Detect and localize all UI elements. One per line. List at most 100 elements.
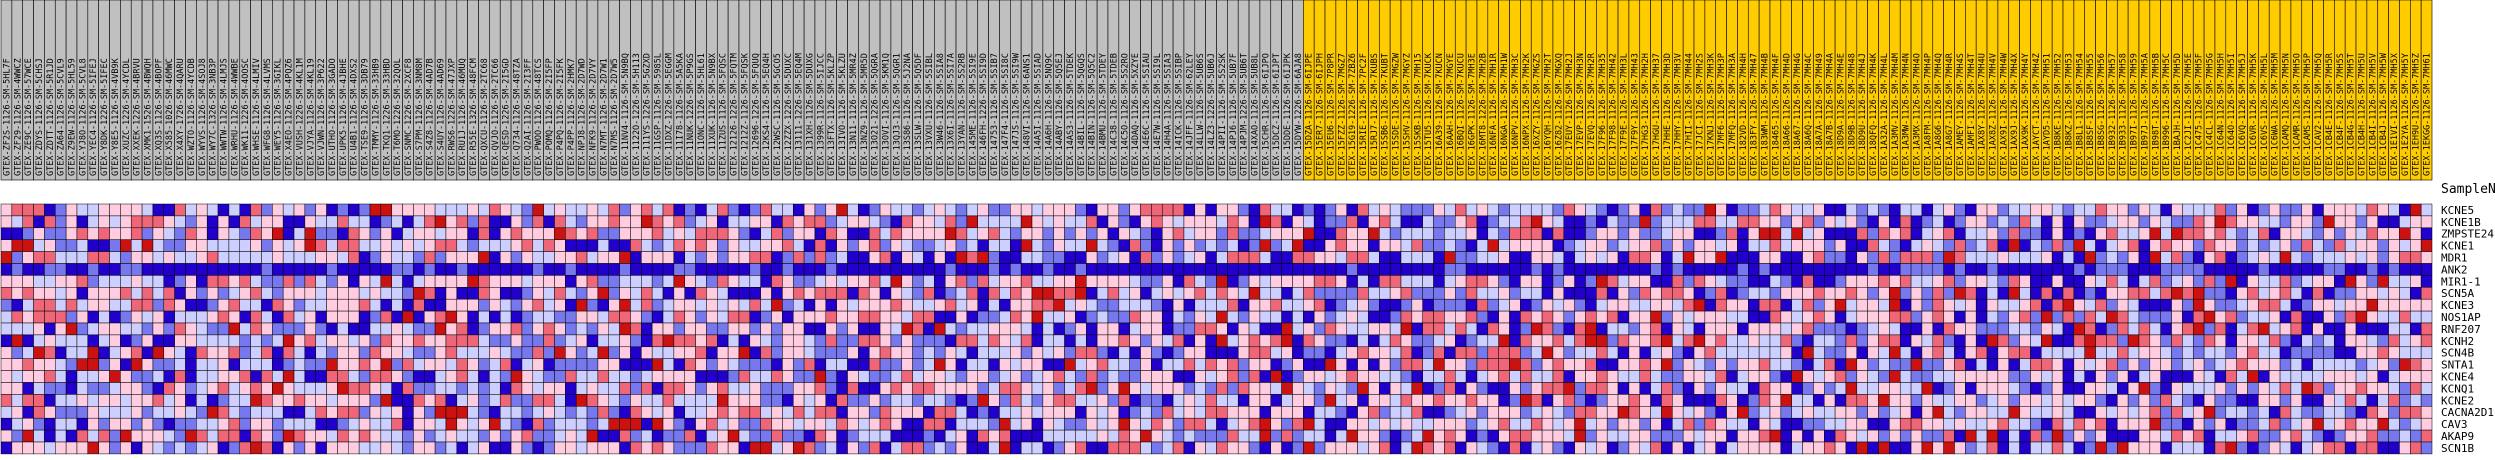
heatmap-cell (1802, 346, 1814, 359)
heatmap-cell (293, 251, 306, 264)
heatmap-cell (586, 417, 599, 431)
heatmap-cell (130, 322, 143, 336)
heatmap-cell (847, 215, 859, 229)
heatmap-cell (217, 346, 230, 359)
heatmap-cell (575, 215, 588, 229)
heatmap-cell (1541, 298, 1554, 312)
heatmap-cell (1954, 275, 1966, 288)
sample-label: GTEX-1A3MX-1126-SM-7MH4O (1912, 53, 1922, 176)
heatmap-cell (206, 203, 219, 217)
heatmap-cell (2420, 239, 2433, 252)
heatmap-cell (1932, 263, 1944, 276)
heatmap-cell (532, 441, 544, 455)
heatmap-cell (1368, 406, 1380, 419)
heatmap-cell (944, 298, 957, 312)
heatmap-cell (1596, 334, 1608, 348)
heatmap-cell (1227, 263, 1239, 276)
heatmap-cell (1682, 263, 1695, 276)
heatmap-cell (1986, 394, 1999, 407)
heatmap-cell (641, 215, 653, 229)
heatmap-cell (1400, 429, 1413, 443)
heatmap-cell (771, 263, 783, 276)
heatmap-cell (1791, 394, 1803, 407)
heatmap-cell (1498, 417, 1510, 431)
heatmap-cell (130, 287, 143, 300)
heatmap-cell (282, 406, 295, 419)
heatmap-cell (565, 251, 577, 264)
heatmap-cell (901, 406, 913, 419)
heatmap-cell (1368, 239, 1380, 252)
heatmap-cell (1617, 382, 1630, 395)
heatmap-cell (1313, 275, 1326, 288)
heatmap-cell (803, 287, 816, 300)
heatmap-cell (1281, 287, 1293, 300)
heatmap-cell (174, 346, 186, 359)
heatmap-cell (2258, 263, 2270, 276)
heatmap-cell (1465, 227, 1478, 240)
heatmap-cell (163, 358, 175, 371)
heatmap-cell (2192, 239, 2205, 252)
heatmap-cell (87, 370, 99, 383)
heatmap-cell (619, 406, 631, 419)
heatmap-cell (1780, 406, 1792, 419)
heatmap-cell (2410, 382, 2422, 395)
heatmap-cell (2182, 417, 2194, 431)
heatmap-cell (1889, 382, 1901, 395)
heatmap-cell (651, 406, 664, 419)
heatmap-cell (1748, 298, 1760, 312)
heatmap-cell (217, 370, 230, 383)
heatmap-cell (1758, 227, 1771, 240)
heatmap-cell (282, 215, 295, 229)
heatmap-cell (1726, 334, 1738, 348)
heatmap-cell (1086, 239, 1098, 252)
heatmap-cell (1986, 203, 1999, 217)
heatmap-cell (1270, 358, 1282, 371)
heatmap-cell (1031, 370, 1044, 383)
heatmap-cell (1661, 346, 1673, 359)
sample-label: GTEX-14AS3-1126-SM-5TDEK (1066, 52, 1076, 176)
heatmap-cell (2420, 406, 2433, 419)
heatmap-cell (217, 298, 230, 312)
heatmap-cell (424, 334, 436, 348)
heatmap-cell (1986, 263, 1999, 276)
heatmap-cell (326, 346, 338, 359)
heatmap-cell (2377, 287, 2389, 300)
heatmap-cell (87, 203, 99, 217)
heatmap-cell (1639, 227, 1651, 240)
heatmap-cell (163, 406, 175, 419)
heatmap-cell (2301, 215, 2313, 229)
heatmap-cell (673, 346, 685, 359)
heatmap-cell (1129, 382, 1141, 395)
heatmap-cell (1357, 275, 1369, 288)
heatmap-cell (152, 203, 165, 217)
heatmap-cell (890, 227, 903, 240)
heatmap-cell (999, 263, 1011, 276)
heatmap-cell (1758, 251, 1771, 264)
sample-label: GTEX-13N11-1126-SM-5MR4Z (849, 53, 859, 176)
heatmap-cell (1921, 406, 1934, 419)
heatmap-cell (65, 417, 78, 431)
heatmap-cell (1693, 394, 1706, 407)
heatmap-cell (2203, 203, 2216, 217)
heatmap-cell (326, 275, 338, 288)
heatmap-cell (782, 370, 794, 383)
heatmap-cell (2127, 310, 2140, 324)
heatmap-cell (65, 227, 78, 240)
heatmap-cell (554, 334, 566, 348)
heatmap-cell (586, 203, 599, 217)
heatmap-cell (684, 417, 696, 431)
heatmap-cell (1791, 429, 1803, 443)
heatmap-cell (499, 287, 512, 300)
heatmap-cell (999, 298, 1011, 312)
heatmap-cell (163, 287, 175, 300)
heatmap-cell (1737, 382, 1749, 395)
heatmap-cell (55, 322, 67, 336)
heatmap-cell (858, 263, 870, 276)
heatmap-cell (1259, 239, 1272, 252)
heatmap-cell (1389, 417, 1402, 431)
heatmap-cell (391, 298, 403, 312)
heatmap-cell (760, 406, 772, 419)
heatmap-cell (434, 441, 447, 455)
heatmap-cell (1606, 275, 1619, 288)
heatmap-cell (228, 370, 241, 383)
